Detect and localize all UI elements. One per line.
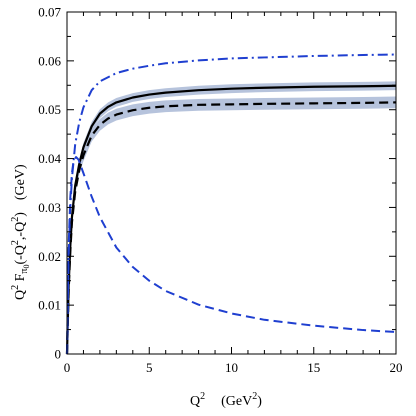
x-tick-label: 20: [390, 360, 403, 375]
y-title-q: Q: [13, 290, 28, 300]
series-dashed-blue-line: [66, 156, 397, 355]
y-tick-label: 0.05: [38, 102, 61, 117]
series-lines: [65, 53, 397, 355]
y-tick-label: 0.04: [38, 151, 61, 166]
uncertainty-bands: [67, 81, 396, 355]
y-tick-label: 0.03: [38, 200, 61, 215]
series-solid-black-line: [65, 84, 397, 355]
series-dashed-black-band: [67, 96, 396, 354]
y-title-args-sup2: 2: [10, 217, 21, 222]
x-tick-label: 5: [146, 360, 153, 375]
y-tick-label: 0.07: [38, 5, 61, 20]
y-axis-title: Q2 Fπ0(-Q2,-Q2)(GeV): [10, 164, 31, 300]
x-tick-label: 15: [307, 360, 320, 375]
x-tick-label: 0: [64, 360, 71, 375]
y-tick-label: 0: [55, 347, 62, 362]
y-tick-label: 0.01: [38, 298, 61, 313]
y-tick-label: 0.06: [38, 53, 61, 68]
y-tick-label: 0.02: [38, 249, 61, 264]
y-title-args-c: ): [13, 212, 28, 217]
tick-labels: 0 5 10 15 20 0 0.01 0.02 0.03 0.04 0.05 0.06 0.07: [38, 5, 402, 376]
x-tick-label: 10: [225, 360, 238, 375]
y-title-args-sup1: 2: [10, 240, 21, 245]
y-title-f-sub: π: [19, 269, 30, 274]
series-dashed-black-line: [65, 101, 397, 355]
axis-ticks: [66, 11, 397, 355]
y-title-args-b: ,-Q: [13, 222, 28, 240]
series-solid-black-band: [67, 81, 396, 355]
y-title-f-sub2: 0: [22, 265, 31, 269]
x-title-sup: 2: [200, 391, 205, 402]
plot-frame: [66, 11, 397, 355]
x-title-unit-open: (GeV: [221, 394, 252, 409]
x-title-unit-sup: 2: [252, 391, 257, 402]
y-title-f: F: [13, 273, 28, 285]
x-title-q: Q: [190, 394, 200, 409]
y-title-q-sup: 2: [10, 285, 21, 290]
x-title-unit-close: ): [257, 394, 262, 409]
x-axis-title: Q2 (GeV2): [190, 391, 262, 409]
y-title-args-a: (-Q: [13, 245, 28, 264]
y-title-unit: (GeV): [13, 164, 28, 200]
